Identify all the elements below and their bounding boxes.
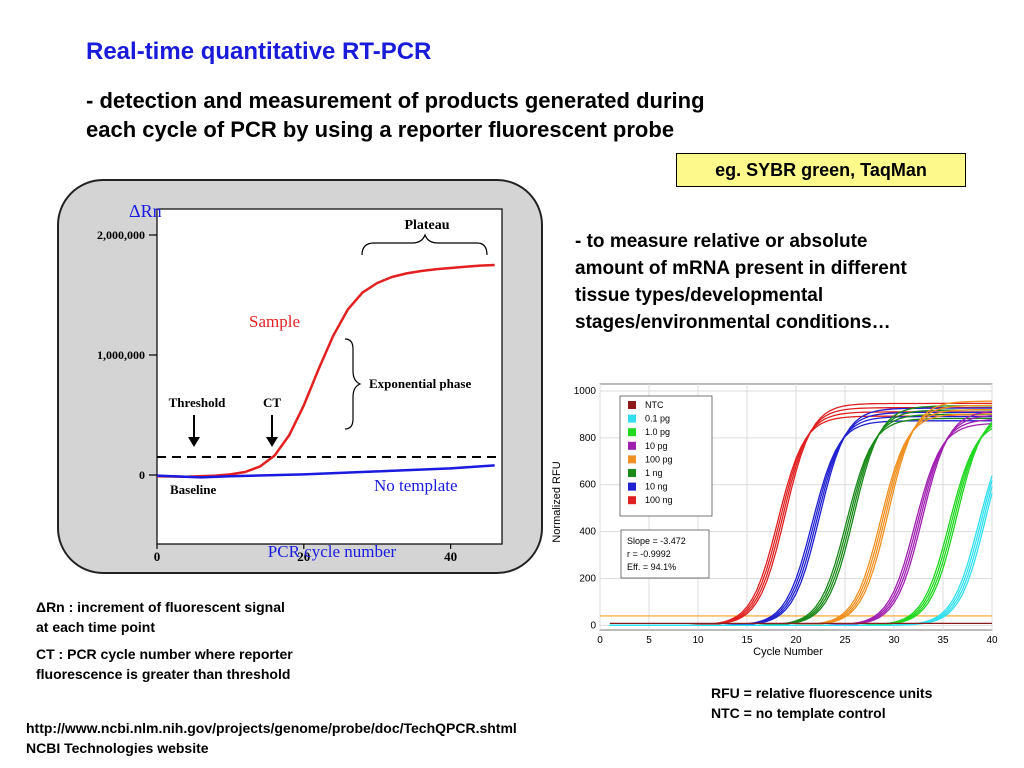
legend-label: 100 pg — [645, 454, 673, 464]
purpose-text: - to measure relative or absolute amount… — [575, 228, 995, 336]
no-template-line — [156, 464, 495, 479]
legend: NTC 0.1 pg 1.0 pg 10 pg 100 pg 1 ng 10 ng 100 n… — [619, 395, 713, 517]
stats-line: r = -0.9992 — [627, 549, 671, 559]
definition-line: at each time point — [36, 619, 156, 635]
y-tick-label: 400 — [579, 527, 596, 538]
y-tick-label: 0 — [590, 620, 596, 631]
legend-label: 0.1 pg — [645, 414, 670, 424]
plateau-label: Plateau — [404, 218, 449, 233]
stats-line: Eff. = 94.1% — [627, 562, 676, 572]
x-tick-label: 0 — [154, 549, 161, 564]
source-name: NCBI Technologies website — [26, 740, 209, 756]
legend-label: 10 pg — [645, 441, 668, 451]
x-tick-label: 30 — [888, 635, 900, 646]
exponential-brace — [344, 338, 362, 430]
x-tick-label: 5 — [646, 635, 652, 646]
definition-line: CT : PCR cycle number where reporter — [36, 646, 293, 662]
x-tick-label: 20 — [790, 635, 802, 646]
x-axis-label: Cycle Number — [753, 646, 823, 658]
y-tick-label: 200 — [579, 573, 596, 584]
stats-box-frame — [620, 529, 710, 579]
baseline-label: Baseline — [170, 482, 216, 497]
y-tick-label: 1,000,000 — [97, 348, 145, 362]
series-label: No template — [374, 476, 458, 495]
stats-box: Slope = -3.472 r = -0.9992 Eff. = 94.1% — [620, 529, 710, 579]
legend-label: 10 ng — [645, 482, 668, 492]
x-tick-label: 40 — [986, 635, 998, 646]
legend-label: 1.0 pg — [645, 427, 670, 437]
x-axis-ticks: 0 20 40 — [154, 544, 457, 564]
legend-swatch — [628, 496, 636, 505]
legend-swatch — [628, 455, 636, 464]
y-axis-ticks: 0 1,000,000 2,000,000 — [97, 228, 157, 482]
amplification-plot: 0 1,000,000 2,000,000 0 20 40 ΔRn PCR cycle … — [97, 201, 503, 564]
x-tick-label: 25 — [839, 635, 851, 646]
y-tick-label: 0 — [139, 468, 145, 482]
abbreviations: RFU = relative fluorescence units NTC = … — [711, 683, 932, 723]
threshold-label: Threshold — [169, 395, 227, 410]
plot-area — [156, 208, 503, 545]
subtitle-line: - detection and measurement of products … — [86, 88, 705, 113]
purpose-line: tissue types/developmental — [575, 285, 824, 306]
abbreviation-line: NTC = no template control — [711, 705, 886, 721]
annotations: Plateau Exponential phase Threshold CT Basel… — [169, 218, 488, 497]
y-tick-label: 800 — [579, 433, 596, 444]
x-tick-label: 10 — [692, 635, 704, 646]
y-axis-label: ΔRn — [129, 201, 162, 221]
x-tick-label: 35 — [937, 635, 949, 646]
plateau-brace — [361, 233, 488, 256]
x-tick-label: 20 — [297, 549, 310, 564]
purpose-line: - to measure relative or absolute — [575, 231, 868, 252]
x-tick-label: 0 — [597, 635, 603, 646]
ct-label: CT — [263, 395, 281, 410]
y-tick-label: 1000 — [574, 386, 597, 397]
source-citation: http://www.ncbi.nlm.nih.gov/projects/gen… — [26, 718, 517, 758]
example-box: eg. SYBR green, TaqMan — [676, 153, 966, 187]
curve-0-1-pg — [609, 492, 993, 626]
x-tick-label: 40 — [444, 549, 457, 564]
legend-swatch — [628, 441, 636, 450]
x-tick-label: 15 — [741, 635, 753, 646]
purpose-line: amount of mRNA present in different — [575, 258, 907, 279]
legend-swatch — [628, 482, 636, 491]
abbreviation-line: RFU = relative fluorescence units — [711, 685, 933, 701]
legend-swatch — [628, 428, 636, 437]
legend-label: 100 ng — [645, 495, 673, 505]
definition-line: ΔRn : increment of fluorescent signal — [36, 599, 285, 615]
y-axis-label: Normalized RFU — [551, 461, 563, 542]
exponential-phase-label: Exponential phase — [369, 376, 471, 391]
legend-swatch — [628, 401, 636, 409]
series-label: Sample — [249, 312, 300, 331]
slide-subtitle: - detection and measurement of products … — [86, 86, 826, 144]
legend-label: 1 ng — [645, 468, 663, 478]
legend-label: NTC — [645, 400, 664, 410]
y-tick-label: 600 — [579, 480, 596, 491]
definition-line: fluorescence is greater than threshold — [36, 666, 291, 682]
ct-arrow-head — [266, 437, 278, 447]
ct-definition: CT : PCR cycle number where reporter flu… — [36, 644, 366, 684]
y-tick-label: 2,000,000 — [97, 228, 145, 242]
series-group: Sample No template — [156, 263, 502, 495]
threshold-arrow-head — [188, 437, 200, 447]
delta-rn-definition: ΔRn : increment of fluorescent signal at… — [36, 597, 366, 637]
sample-curve — [156, 263, 495, 479]
stats-line: Slope = -3.472 — [627, 536, 686, 546]
source-url: http://www.ncbi.nlm.nih.gov/projects/gen… — [26, 720, 517, 736]
curves-group — [600, 400, 993, 626]
standard-curve-figure: 0 5 10 15 20 25 30 35 40 0 200 400 600 800 1000 NTC 0.1… — [548, 372, 998, 668]
legend-swatch — [628, 469, 636, 477]
legend-swatch — [628, 414, 636, 423]
x-axis-label: PCR cycle number — [268, 542, 397, 561]
slide-title: Real-time quantitative RT-PCR — [86, 38, 432, 65]
subtitle-line: each cycle of PCR by using a reporter fl… — [86, 117, 675, 142]
purpose-line: stages/environmental conditions… — [575, 312, 891, 333]
